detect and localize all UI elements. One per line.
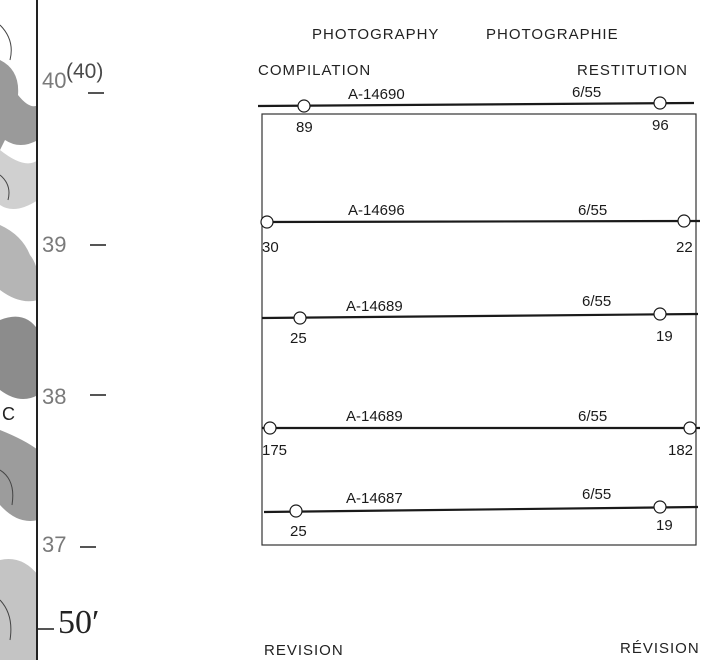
northing-label-39: 39	[42, 232, 67, 257]
photography-heading-fr: PHOTOGRAPHIE	[486, 26, 619, 43]
roll-number: A-14689	[346, 408, 403, 425]
photo-centre-marker	[683, 421, 697, 435]
photo-number-left: 25	[290, 330, 307, 347]
map-shaded-area	[0, 559, 38, 660]
photo-number-right: 182	[668, 442, 693, 459]
minute-label-50: 50′	[58, 604, 100, 641]
flight-line	[263, 505, 699, 514]
photo-number-left: 25	[290, 523, 307, 540]
photo-centre-marker	[677, 214, 691, 228]
minute-tick	[38, 628, 54, 630]
photo-centre-marker	[653, 500, 667, 514]
photo-centre-marker	[293, 311, 307, 325]
photo-coverage-frame	[261, 113, 697, 546]
photo-centre-marker	[260, 215, 274, 229]
photo-date: 6/55	[572, 84, 601, 101]
photo-number-right: 19	[656, 328, 673, 345]
northing-label-40: 40	[42, 68, 67, 93]
photo-centre-marker	[297, 99, 311, 113]
photo-number-right: 96	[652, 117, 669, 134]
northing-tick-37	[80, 546, 96, 548]
photography-heading-en: PHOTOGRAPHY	[312, 26, 440, 43]
map-shaded-area	[0, 316, 38, 399]
photo-centre-marker	[289, 504, 303, 518]
northing-tick-40	[88, 92, 104, 94]
map-shaded-area	[0, 150, 38, 209]
photo-date: 6/55	[582, 293, 611, 310]
photo-number-left: 175	[262, 442, 287, 459]
northing-label-40-alt: (40)	[66, 60, 104, 83]
photo-number-right: 22	[676, 239, 693, 256]
roll-number: A-14696	[348, 202, 405, 219]
photo-date: 6/55	[578, 202, 607, 219]
photo-date: 6/55	[582, 486, 611, 503]
revision-heading-en: REVISION	[264, 642, 344, 659]
map-shaded-area	[0, 60, 38, 150]
photo-number-left: 30	[262, 239, 279, 256]
flight-line	[257, 101, 695, 108]
restitution-heading: RESTITUTION	[577, 62, 688, 79]
northing-tick-38	[90, 394, 106, 396]
photo-number-left: 89	[296, 119, 313, 136]
photo-number-right: 19	[656, 517, 673, 534]
compilation-heading: COMPILATION	[258, 62, 372, 79]
northing-tick-39	[90, 244, 106, 246]
roll-number: A-14690	[348, 86, 405, 103]
topographic-map-strip	[0, 0, 38, 660]
flight-line	[261, 219, 701, 224]
photo-date: 6/55	[578, 408, 607, 425]
revision-heading-fr: RÉVISION	[620, 640, 700, 657]
flight-line	[261, 312, 699, 320]
map-shaded-area	[0, 430, 38, 521]
roll-number: A-14687	[346, 490, 403, 507]
map-letter: C	[2, 404, 15, 424]
northing-label-37: 37	[42, 532, 67, 557]
photo-centre-marker	[653, 96, 667, 110]
photo-centre-marker	[263, 421, 277, 435]
northing-label-38: 38	[42, 384, 67, 409]
map-shaded-area	[0, 225, 38, 302]
photo-centre-marker	[653, 307, 667, 321]
roll-number: A-14689	[346, 298, 403, 315]
